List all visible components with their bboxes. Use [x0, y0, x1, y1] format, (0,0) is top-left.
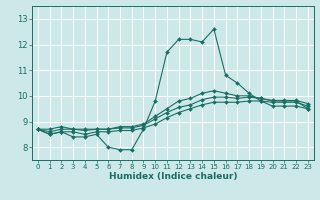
X-axis label: Humidex (Indice chaleur): Humidex (Indice chaleur) — [108, 172, 237, 181]
